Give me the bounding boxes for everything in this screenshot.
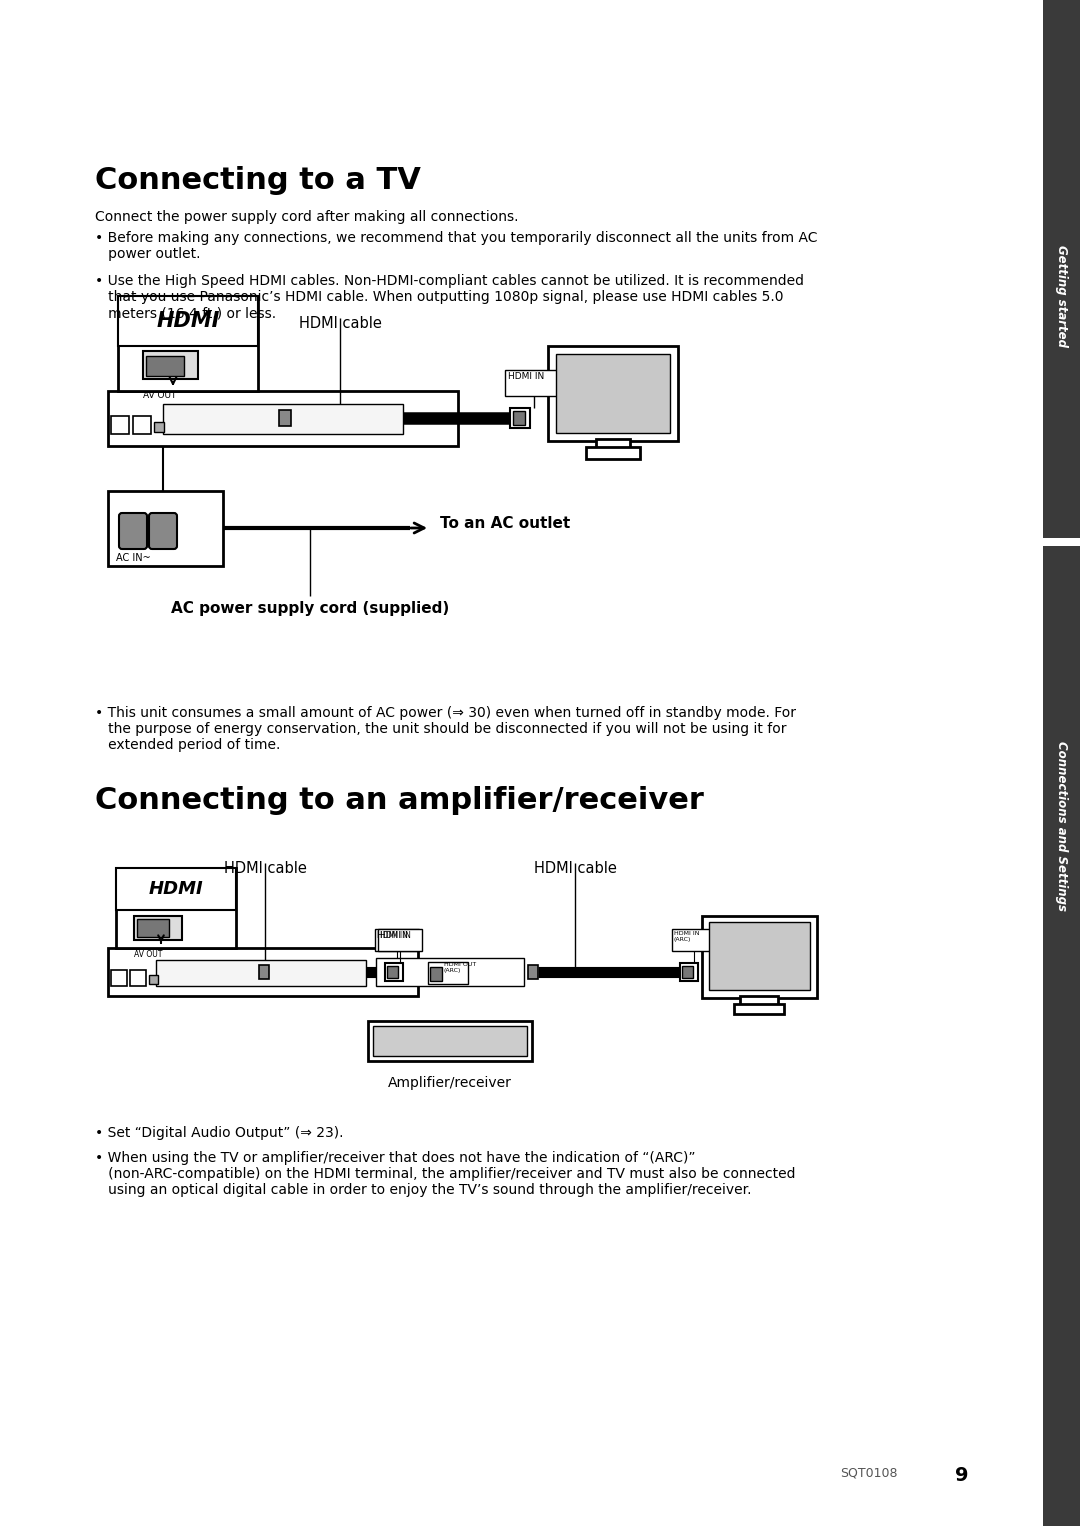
Text: HDMI: HDMI [149,881,203,897]
Bar [116,868,237,948]
Bar [111,417,129,433]
Bar [279,410,291,426]
Bar [108,948,418,996]
Text: HDMI cable: HDMI cable [534,861,617,876]
Bar [740,996,778,1006]
Text: Connect the power supply cord after making all connections.: Connect the power supply cord after maki… [95,211,518,224]
Text: SQT0108: SQT0108 [840,1466,897,1479]
Text: HDMI cable: HDMI cable [224,861,307,876]
Bar [134,916,183,940]
Bar [116,868,237,909]
Bar [368,1021,532,1061]
Text: AV OUT: AV OUT [134,951,162,958]
Bar [505,369,563,397]
Text: • Before making any connections, we recommend that you temporarily disconnect al: • Before making any connections, we reco… [95,230,818,261]
FancyBboxPatch shape [149,513,177,549]
Bar [702,916,816,998]
Bar [149,975,158,984]
Bar [108,391,458,446]
Bar [680,963,698,981]
Text: • This unit consumes a small amount of AC power (⇒ 30) even when turned off in s: • This unit consumes a small amount of A… [95,707,796,752]
Text: Amplifier/receiver: Amplifier/receiver [388,1076,512,1090]
Bar [548,346,678,441]
Text: AC power supply cord (supplied): AC power supply cord (supplied) [171,601,449,617]
Bar [1043,539,1080,546]
Bar [118,296,258,391]
Bar [111,971,127,986]
Text: AV OUT: AV OUT [143,391,176,400]
Bar [108,491,222,566]
Text: Connecting to a TV: Connecting to a TV [95,166,421,195]
Text: Getting started: Getting started [1055,246,1068,346]
Bar [133,417,151,433]
FancyBboxPatch shape [119,513,147,549]
Bar [118,296,258,346]
Bar [375,929,419,951]
Bar [163,404,403,433]
Bar [373,1025,527,1056]
Bar [137,919,168,937]
Bar [513,410,525,426]
Text: • When using the TV or amplifier/receiver that does not have the indication of “: • When using the TV or amplifier/receive… [95,1151,796,1198]
Text: HDMI OUT
(ARC): HDMI OUT (ARC) [444,961,476,972]
Bar [259,964,269,980]
Bar [430,967,442,981]
Bar [734,1004,784,1013]
Bar [428,961,468,984]
Text: Connecting to an amplifier/receiver: Connecting to an amplifier/receiver [95,786,704,815]
Bar [376,958,524,986]
Text: HDMI IN: HDMI IN [377,931,408,940]
Text: HDMI IN
(ARC): HDMI IN (ARC) [674,931,700,942]
Text: HDMI IN: HDMI IN [380,931,410,940]
Text: Connections and Settings: Connections and Settings [1055,742,1068,911]
Text: • Set “Digital Audio Output” (⇒ 23).: • Set “Digital Audio Output” (⇒ 23). [95,1126,343,1140]
Bar [672,929,716,951]
Bar [143,351,198,378]
Bar [596,439,630,449]
Text: 9: 9 [955,1466,969,1485]
Text: HDMI IN: HDMI IN [508,372,544,382]
Bar [378,929,422,951]
Bar [681,966,693,978]
Bar [146,356,184,375]
Bar [586,447,640,459]
Bar [387,966,399,978]
Bar [130,971,146,986]
Bar [556,354,670,433]
Text: To an AC outlet: To an AC outlet [440,516,570,531]
Bar [528,964,538,980]
Bar [708,922,810,990]
Bar [156,960,366,986]
Text: HDMI cable: HDMI cable [298,316,381,331]
Bar [154,423,164,432]
Text: • Use the High Speed HDMI cables. Non-HDMI-compliant cables cannot be utilized. : • Use the High Speed HDMI cables. Non-HD… [95,275,804,320]
Text: HDMI: HDMI [157,311,219,331]
Text: AC IN~: AC IN~ [116,552,151,563]
Bar [510,407,530,427]
Bar [384,963,403,981]
Bar [1043,0,1080,1526]
